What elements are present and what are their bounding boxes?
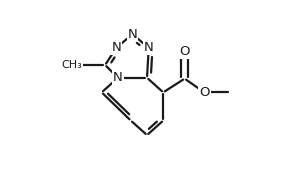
Text: CH₃: CH₃ [61, 60, 82, 70]
Text: O: O [199, 86, 210, 99]
Text: O: O [179, 45, 190, 58]
Text: N: N [111, 41, 121, 54]
Text: N: N [144, 41, 154, 54]
Text: N: N [113, 71, 123, 84]
Text: N: N [128, 28, 137, 41]
